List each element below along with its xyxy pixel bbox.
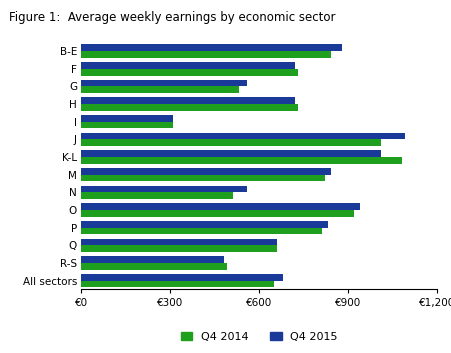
Bar <box>81 256 224 263</box>
Bar <box>81 139 381 146</box>
Bar <box>81 192 233 199</box>
Bar <box>81 115 173 122</box>
Bar <box>81 62 295 69</box>
Bar <box>81 263 227 270</box>
Bar <box>81 228 322 234</box>
Bar <box>81 175 325 181</box>
Bar <box>81 69 298 76</box>
Bar <box>81 245 277 252</box>
Bar <box>81 97 295 104</box>
Bar <box>81 44 342 51</box>
Bar <box>81 86 239 93</box>
Bar <box>81 274 283 281</box>
Bar <box>81 104 298 111</box>
Bar <box>81 133 405 139</box>
Text: Figure 1:  Average weekly earnings by economic sector: Figure 1: Average weekly earnings by eco… <box>9 11 336 24</box>
Bar <box>81 157 402 164</box>
Bar <box>81 80 248 86</box>
Legend: Q4 2014, Q4 2015: Q4 2014, Q4 2015 <box>176 327 342 346</box>
Bar <box>81 186 248 192</box>
Bar <box>81 51 331 58</box>
Bar <box>81 281 274 287</box>
Bar <box>81 203 360 210</box>
Bar <box>81 221 327 228</box>
Bar <box>81 122 173 128</box>
Bar <box>81 150 381 157</box>
Bar <box>81 210 354 217</box>
Bar <box>81 239 277 245</box>
Bar <box>81 168 331 175</box>
